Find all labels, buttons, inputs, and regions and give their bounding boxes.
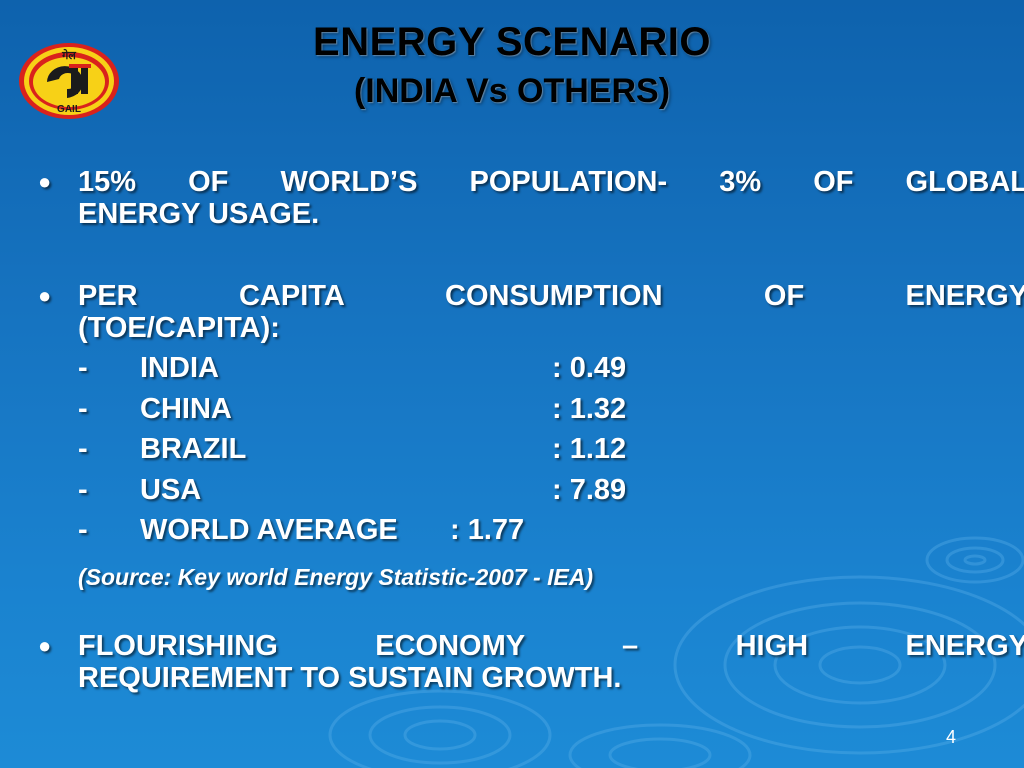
consumption-value: : 7.89 [552, 474, 627, 506]
bullet-text-line2: REQUIREMENT TO SUSTAIN GROWTH. [78, 662, 622, 694]
country-name: CHINA [140, 393, 232, 425]
slide-subtitle: (INDIA Vs OTHERS) [353, 72, 671, 110]
bullet-text-line2: ENERGY USAGE. [78, 198, 320, 230]
bullet-population: ● 15% OF WORLD’S POPULATION- 3% OF GLOBA… [38, 166, 1024, 230]
consumption-value: : 1.77 [450, 514, 525, 546]
bullet-per-capita: ● PER CAPITA CONSUMPTION OF ENERGY (TOE/… [38, 280, 1024, 344]
logo-text: GAIL [57, 104, 81, 115]
dash-marker: - [78, 393, 88, 425]
dash-marker: - [78, 474, 88, 506]
dash-marker: - [78, 514, 88, 546]
country-name: BRAZIL [140, 433, 247, 465]
bullet-text-line1: PER CAPITA CONSUMPTION OF ENERGY [78, 280, 1024, 312]
dash-marker: - [78, 433, 88, 465]
country-name: USA [140, 474, 202, 506]
logo-hindi-text: गेल [61, 48, 76, 62]
consumption-value: : 1.12 [552, 433, 627, 465]
consumption-value: : 0.49 [552, 352, 627, 384]
bullet-economy: ● FLOURISHING ECONOMY – HIGH ENERGY REQU… [38, 630, 1024, 694]
consumption-value: : 1.32 [552, 393, 627, 425]
bullet-text-line2: (TOE/CAPITA): [78, 312, 280, 344]
bullet-text-line1: FLOURISHING ECONOMY – HIGH ENERGY [78, 630, 1024, 662]
gail-logo: गेल GAIL [19, 43, 119, 119]
country-name: INDIA [140, 352, 219, 384]
source-citation: (Source: Key world Energy Statistic-2007… [78, 564, 594, 590]
dash-marker: - [78, 352, 88, 384]
slide-number: 4 [946, 727, 957, 747]
bullet-dot-icon: ● [38, 633, 52, 658]
slide-title: ENERGY SCENARIO [313, 20, 711, 64]
country-name: WORLD AVERAGE [140, 514, 398, 546]
bullet-dot-icon: ● [38, 169, 52, 194]
bullet-text-line1: 15% OF WORLD’S POPULATION- 3% OF GLOBAL [78, 166, 1024, 198]
bullet-dot-icon: ● [38, 283, 52, 308]
